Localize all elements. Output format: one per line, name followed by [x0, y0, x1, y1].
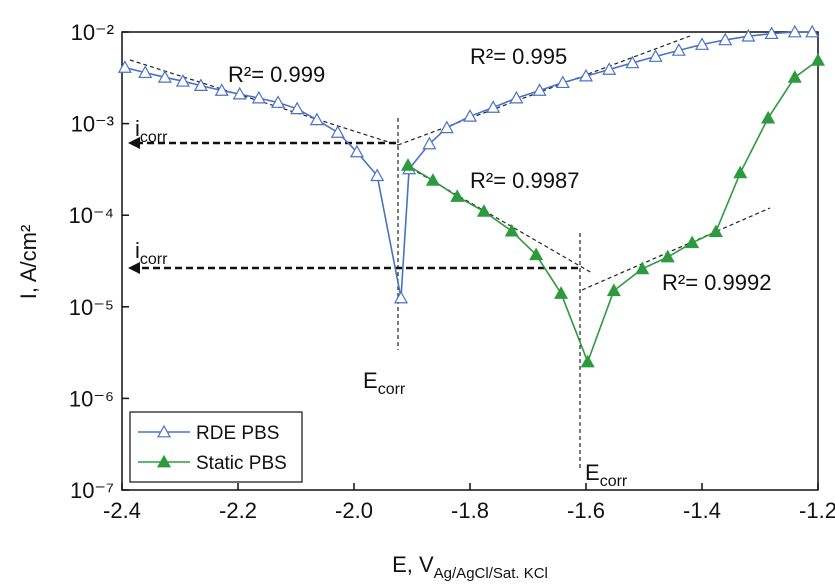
legend-box	[129, 411, 303, 483]
marker	[271, 95, 286, 108]
y-tick-label: 10⁻⁵	[69, 295, 114, 320]
marker	[532, 83, 547, 96]
marker	[764, 26, 779, 40]
marker	[606, 283, 621, 297]
marker	[671, 43, 686, 56]
marker	[193, 78, 208, 91]
annotation: icorr	[135, 238, 168, 268]
marker	[309, 112, 324, 126]
annotation-sub: corr	[600, 473, 628, 490]
annotation-text: R²= 0.995	[470, 44, 567, 69]
annotation: R²= 0.995	[470, 44, 567, 69]
legend-label: Static PBS	[196, 453, 287, 474]
marker	[370, 168, 385, 182]
x-tick-label: -1.6	[567, 498, 605, 523]
x-tick-label: -2.0	[335, 498, 373, 523]
marker	[660, 249, 675, 263]
marker	[509, 90, 524, 104]
marker	[450, 189, 465, 202]
annotation-sub: corr	[140, 129, 168, 146]
tangent-line	[581, 207, 771, 291]
annotation-text: R²= 0.9987	[470, 168, 579, 193]
marker	[138, 65, 153, 79]
x-label-main: E, V	[392, 552, 434, 577]
y-tick-label: 10⁻²	[71, 20, 114, 45]
annotation-sub: corr	[378, 381, 406, 398]
x-label-sub: Ag/AgCl/Sat. KCl	[434, 565, 548, 582]
annotation-text: i	[135, 238, 140, 263]
legend-marker	[156, 424, 172, 438]
series-line	[407, 59, 819, 365]
x-tick-label: -2.2	[219, 498, 257, 523]
x-tick-label: -2.4	[103, 498, 141, 523]
marker	[400, 158, 415, 171]
y-tick-label: 10⁻⁴	[68, 203, 114, 228]
annotation: Ecorr	[363, 368, 406, 398]
annotation: R²= 0.999	[228, 62, 325, 87]
marker	[529, 247, 544, 261]
marker	[580, 354, 595, 368]
marker	[635, 261, 650, 275]
marker	[694, 37, 710, 50]
x-tick-label: -1.2	[799, 498, 835, 523]
annotation-text: E	[585, 460, 600, 485]
marker	[393, 290, 408, 304]
marker	[578, 68, 594, 82]
marker	[648, 49, 663, 62]
x-tick-label: -1.8	[451, 498, 489, 523]
marker	[718, 32, 733, 46]
marker	[232, 86, 247, 100]
annotation: R²= 0.9992	[662, 270, 771, 295]
marker	[330, 125, 345, 138]
marker	[349, 144, 364, 158]
marker	[741, 28, 756, 42]
annotation: R²= 0.9987	[470, 168, 579, 193]
marker	[117, 60, 132, 73]
marker	[439, 120, 454, 134]
marker	[554, 286, 569, 299]
marker	[733, 165, 748, 179]
marker	[810, 53, 826, 66]
annotation-text: i	[135, 116, 140, 141]
marker	[214, 83, 229, 96]
annotation-sub: corr	[140, 251, 168, 268]
marker	[476, 204, 491, 217]
marker	[625, 55, 640, 69]
y-tick-label: 10⁻⁷	[70, 478, 114, 503]
y-tick-label: 10⁻³	[71, 112, 114, 137]
marker	[787, 70, 802, 83]
marker	[708, 224, 723, 238]
annotation-text: R²= 0.999	[228, 62, 325, 87]
legend-marker	[156, 454, 172, 468]
annotation: icorr	[135, 116, 168, 146]
x-tick-label: -1.4	[683, 498, 721, 523]
annotation-text: R²= 0.9992	[662, 270, 771, 295]
annotation: Ecorr	[585, 460, 628, 490]
marker	[175, 74, 190, 87]
marker	[685, 235, 700, 249]
marker	[486, 100, 501, 113]
marker	[761, 110, 776, 124]
marker	[290, 101, 305, 115]
marker	[422, 136, 437, 150]
marker	[555, 75, 570, 89]
marker	[805, 24, 820, 38]
y-tick-label: 10⁻⁶	[69, 386, 114, 411]
x-axis-label: E, VAg/AgCl/Sat. KCl	[392, 552, 548, 582]
arrow-head	[128, 262, 140, 274]
marker	[462, 109, 478, 122]
marker	[504, 223, 519, 237]
arrow-head	[128, 137, 140, 149]
annotation-text: E	[363, 368, 378, 393]
marker	[602, 62, 617, 75]
series-line	[124, 31, 813, 299]
marker	[787, 24, 802, 38]
marker	[157, 70, 172, 83]
y-axis-label: I, A/cm²	[16, 225, 41, 300]
marker	[425, 173, 440, 186]
legend-label: RDE PBS	[196, 423, 279, 444]
marker	[251, 90, 266, 104]
